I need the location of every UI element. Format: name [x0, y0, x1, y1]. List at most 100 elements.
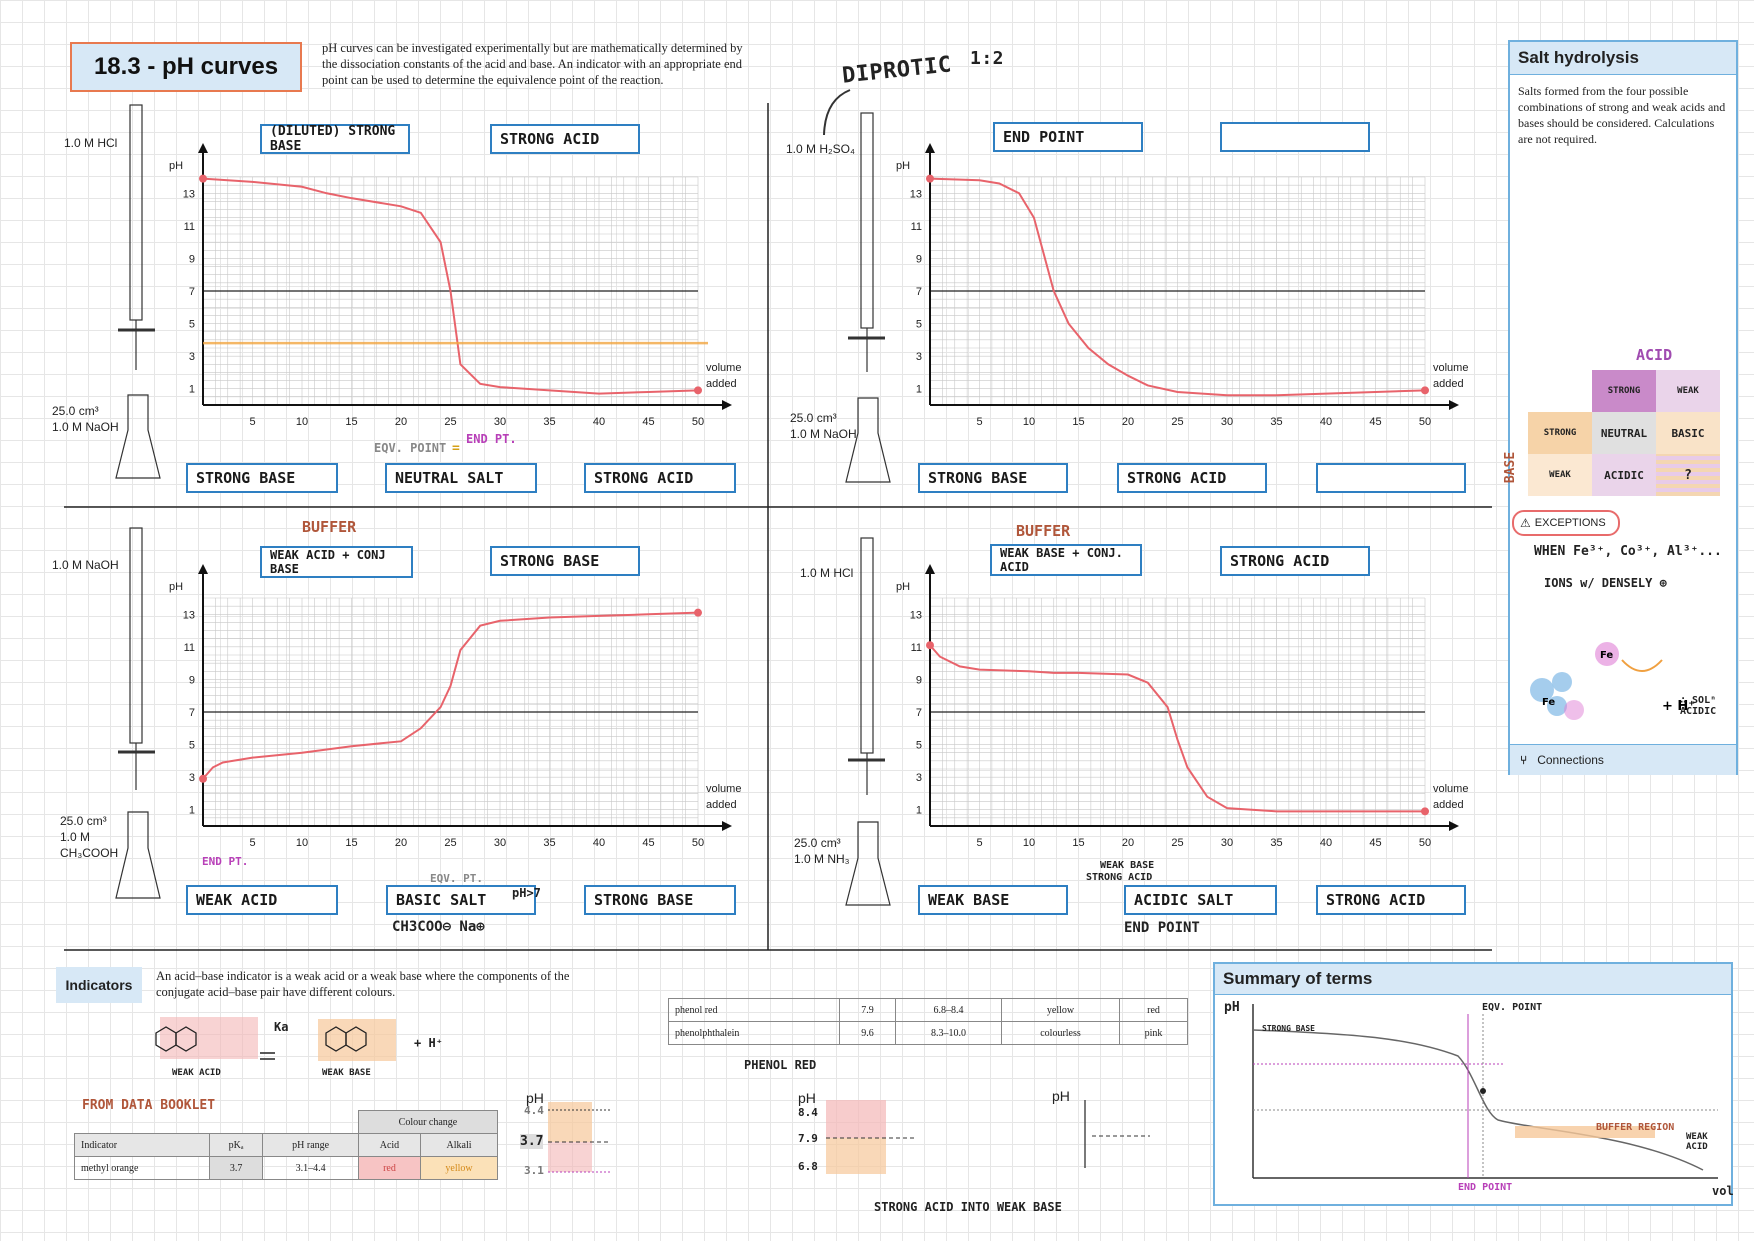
y-axis-arrow-icon: [925, 564, 935, 574]
g2-bottom-box-2: STRONG ACID: [1117, 463, 1267, 493]
g1-end-label: END PT.: [466, 432, 517, 446]
x-tick-label: 50: [692, 416, 704, 428]
y-tick-label: 11: [184, 642, 195, 654]
y-tick-label: 7: [916, 286, 922, 298]
x-tick-label: 10: [296, 837, 308, 849]
phenol-red-label: PHENOL RED: [744, 1058, 817, 1072]
y-tick-label: 9: [916, 253, 922, 265]
blank-range-chart: [1084, 1100, 1150, 1168]
connections-label: Connections: [1537, 753, 1604, 767]
y-tick-label: 13: [183, 609, 195, 621]
y-tick-label: 11: [911, 221, 922, 233]
cell-basic: BASIC: [1656, 412, 1720, 454]
colour-change-header: Colour change: [357, 1110, 499, 1134]
x-axis-title-2: added: [1433, 378, 1464, 390]
x-tick-label: 20: [395, 837, 407, 849]
pr-value-1: 8.4: [798, 1106, 818, 1119]
g4-flask-conc: 1.0 M NH₃: [794, 852, 850, 866]
curve-point: [926, 641, 934, 650]
summary-buffer-region: BUFFER REGION: [1596, 1122, 1675, 1133]
y-tick-label: 7: [189, 707, 195, 719]
x-tick-label: 15: [345, 837, 357, 849]
y-tick-label: 1: [189, 384, 195, 396]
y-tick-label: 13: [910, 188, 922, 200]
y-tick-label: 1: [916, 805, 922, 817]
sidebar-text: Salts formed from the four possible comb…: [1518, 84, 1726, 146]
y-tick-label: 5: [189, 740, 195, 752]
svg-text:Fe: Fe: [1542, 697, 1555, 708]
th-indicator: Indicator: [74, 1133, 210, 1157]
th-alkali: Alkali: [420, 1133, 498, 1157]
y-tick-label: 5: [916, 319, 922, 331]
curve-point: [199, 174, 207, 183]
hydrolysis-diagram: Fe Fe + H⁺: [1530, 642, 1695, 720]
curve-point: [926, 174, 934, 183]
col-strong: STRONG: [1592, 370, 1656, 412]
cell-unknown: ?: [1656, 454, 1720, 496]
x-tick-label: 5: [976, 837, 982, 849]
th-range: pH range: [262, 1133, 359, 1157]
g4-bottom-box-2: ACIDIC SALT: [1124, 885, 1277, 915]
x-axis-title-2: added: [1433, 799, 1464, 811]
ph-curve-line: [202, 611, 699, 780]
indicator-range: 8.3–10.0: [895, 1021, 1002, 1045]
g3-end-label: END PT.: [202, 855, 249, 868]
ka-label: Ka: [274, 1020, 289, 1034]
g2-flask-volume: 25.0 cm³: [790, 411, 837, 425]
y-tick-label: 11: [184, 221, 195, 233]
g4-buffer-label: BUFFER: [1016, 522, 1071, 540]
svg-text:+ H⁺: + H⁺: [1662, 699, 1695, 714]
phenol-red-range-chart: [826, 1100, 916, 1174]
indicator-name: phenol red: [668, 998, 840, 1022]
indicator-pka: 9.6: [838, 1021, 897, 1045]
g3-ph-note: pH>7: [512, 886, 541, 900]
x-tick-label: 35: [543, 416, 555, 428]
pr-value-3: 6.8: [798, 1160, 818, 1173]
x-tick-label: 25: [444, 837, 456, 849]
y-axis-title: pH: [896, 160, 910, 172]
blank-ph-label: pH: [1052, 1088, 1070, 1104]
g3-flask-acid: CH₃COOH: [60, 846, 119, 860]
weak-acid-label: WEAK ACID: [172, 1068, 221, 1078]
ph-curve-line: [929, 644, 1425, 813]
g3-bottom-box-2: BASIC SALT: [386, 885, 536, 915]
y-tick-label: 5: [189, 319, 195, 331]
y-tick-label: 13: [910, 609, 922, 621]
x-tick-label: 40: [593, 416, 605, 428]
x-tick-label: 20: [1122, 837, 1134, 849]
summary-ph: pH: [1224, 1000, 1240, 1015]
x-tick-label: 15: [345, 416, 357, 428]
methyl-orange-range-chart: [548, 1102, 610, 1173]
curve-point: [1421, 386, 1429, 395]
g4-top-box-1: WEAK BASE + CONJ. ACID: [990, 544, 1142, 576]
indicator-equilibrium-drawing: [155, 1017, 396, 1061]
g3-buffer-label: BUFFER: [302, 518, 357, 536]
warning-icon: ⚠: [1520, 516, 1531, 530]
g2-top-box-2: [1220, 122, 1370, 152]
y-tick-label: 1: [916, 384, 922, 396]
g3-flask-volume: 25.0 cm³: [60, 814, 107, 828]
x-tick-label: 45: [1369, 416, 1381, 428]
x-tick-label: 50: [1419, 837, 1431, 849]
x-tick-label: 30: [1221, 416, 1233, 428]
connections-link[interactable]: ⑂ Connections: [1510, 744, 1736, 775]
row-strong: STRONG: [1528, 412, 1592, 454]
indicator-pka: 7.9: [838, 998, 897, 1022]
g1-bottom-box-1: STRONG BASE: [186, 463, 338, 493]
g1-top-box-1: (DILUTED) STRONG BASE: [260, 124, 410, 154]
g3-top-box-1: WEAK ACID + CONJ BASE: [260, 546, 413, 578]
x-tick-label: 40: [1320, 837, 1332, 849]
solution-acidic: ∴ SOLⁿ ACIDIC: [1680, 695, 1717, 717]
y-tick-label: 7: [916, 707, 922, 719]
indicator-alkali: pink: [1119, 1021, 1188, 1045]
g3-salt-formula: CH3COO⊖ Na⊕: [392, 919, 485, 935]
x-tick-label: 30: [494, 837, 506, 849]
y-axis-arrow-icon: [198, 143, 208, 153]
g2-burette-label: 1.0 M H₂SO₄: [786, 142, 855, 156]
indicator-name: phenolphthalein: [668, 1021, 840, 1045]
y-axis-title: pH: [896, 581, 910, 593]
table-row: phenolphthalein 9.6 8.3–10.0 colourless …: [668, 1021, 1188, 1045]
cell-acidic: ACIDIC: [1592, 454, 1656, 496]
apparatus-drawings: [115, 104, 891, 906]
row-weak: WEAK: [1528, 454, 1592, 496]
